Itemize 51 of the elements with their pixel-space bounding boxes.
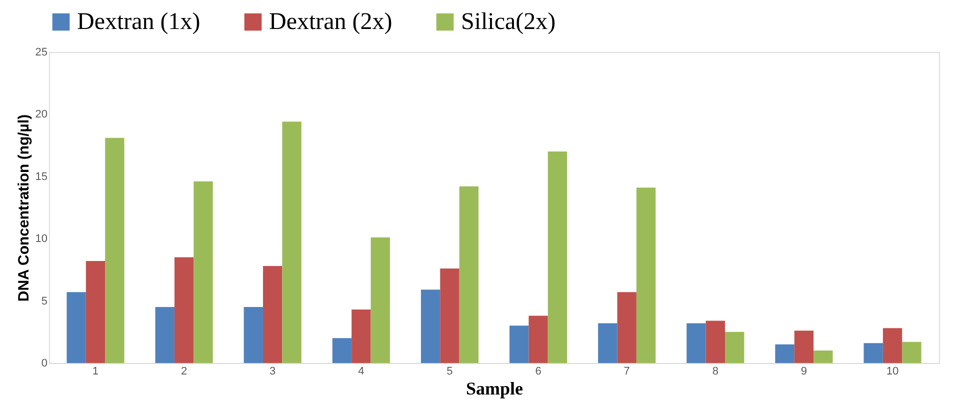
bar <box>263 266 282 363</box>
bar <box>706 320 725 363</box>
legend-label: Silica(2x) <box>461 9 556 35</box>
x-tick-label: 2 <box>180 366 188 378</box>
bar <box>548 152 568 363</box>
bar <box>86 260 106 363</box>
bar <box>244 307 264 363</box>
bar <box>598 323 618 363</box>
y-tick-label: 20 <box>35 108 48 121</box>
x-tick-label: 3 <box>270 366 276 378</box>
bar <box>440 268 460 363</box>
y-axis-title: DNA Concentration (ng/µl) <box>15 114 32 302</box>
bar <box>864 343 883 363</box>
bar <box>105 138 124 363</box>
y-tick-label: 15 <box>35 170 48 183</box>
bar <box>66 292 86 363</box>
bar <box>459 186 478 363</box>
y-tick-label: 0 <box>41 358 48 370</box>
bar <box>636 188 656 363</box>
x-tick-label: 9 <box>800 366 808 378</box>
bar <box>686 323 706 363</box>
bar <box>528 316 548 363</box>
bar <box>724 332 744 363</box>
bar <box>194 181 213 363</box>
y-tick-label: 25 <box>35 46 48 58</box>
y-tick-label: 5 <box>41 295 48 308</box>
bar <box>174 257 194 363</box>
bar <box>617 292 636 363</box>
x-tick-label: 8 <box>712 366 718 378</box>
bar <box>510 326 529 363</box>
bar <box>282 122 302 363</box>
legend-label: Dextran (2x) <box>269 9 392 35</box>
x-tick-label: 7 <box>624 366 630 378</box>
legend-label: Dextran (1x) <box>77 9 200 35</box>
bar <box>420 290 440 363</box>
bar <box>794 330 814 363</box>
x-axis-title: Sample <box>466 378 524 398</box>
x-tick-label: 5 <box>446 366 453 378</box>
bar <box>814 350 833 363</box>
bar <box>352 310 371 363</box>
x-tick-label: 4 <box>358 366 364 378</box>
x-tick-label: 6 <box>535 366 542 378</box>
bar <box>155 307 174 363</box>
x-tick-label: 1 <box>92 366 99 378</box>
bar <box>370 237 390 363</box>
bar <box>902 342 922 363</box>
bar <box>775 344 794 363</box>
bar <box>882 328 902 363</box>
y-tick-label: 10 <box>35 233 48 246</box>
x-tick-label: 10 <box>886 366 899 378</box>
bar <box>332 338 352 363</box>
